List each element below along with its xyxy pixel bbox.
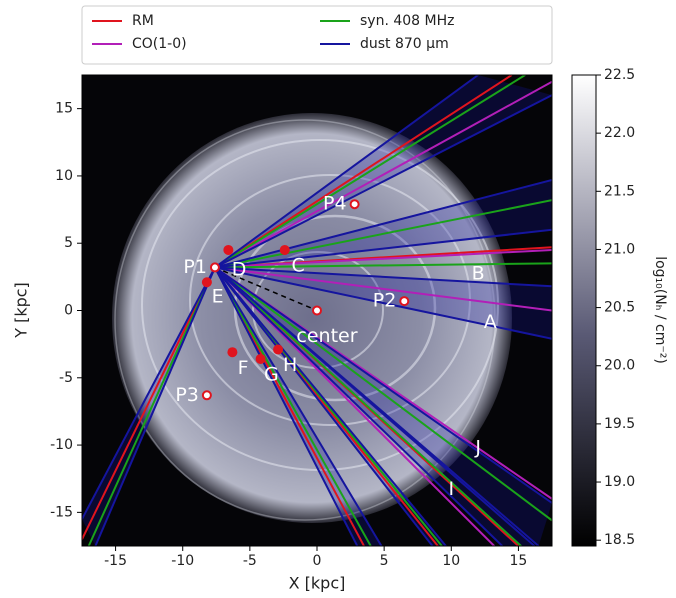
beam-label: A	[484, 311, 497, 333]
legend-label: syn. 408 MHz	[360, 13, 454, 29]
colorbar	[571, 74, 597, 547]
sightline	[82, 266, 216, 520]
sightline	[214, 94, 552, 269]
beam-label: B	[472, 263, 485, 285]
colorbar-tick-label: 20.5	[604, 300, 635, 316]
sightline	[214, 266, 372, 546]
y-tick-label: -15	[50, 504, 73, 520]
x-tick-label: -5	[243, 553, 257, 569]
colorbar-tick-label: 18.5	[604, 532, 635, 548]
line-to-center	[214, 266, 318, 312]
legend	[81, 5, 553, 65]
sightline	[214, 266, 552, 312]
beam-label: H	[283, 354, 297, 376]
legend-label: RM	[132, 13, 154, 29]
sightline	[214, 266, 552, 340]
x-tick-label: -15	[104, 553, 127, 569]
sightline	[214, 266, 552, 504]
sightline	[214, 75, 513, 269]
target-dot	[201, 277, 212, 288]
colorbar-tick-label: 20.0	[604, 358, 635, 374]
sightline	[214, 266, 434, 546]
sightline	[214, 266, 383, 546]
point-marker	[209, 262, 220, 273]
beam-label: I	[448, 478, 454, 500]
sightline	[214, 266, 536, 546]
colorbar-tick-label: 19.5	[604, 416, 635, 432]
beam-shade	[214, 75, 552, 268]
point-label: P2	[373, 290, 397, 312]
y-axis-label: Y [kpc]	[12, 282, 31, 339]
sightline	[214, 199, 552, 269]
colorbar-tick-label: 21.5	[604, 183, 635, 199]
target-dot	[273, 344, 284, 355]
y-tick-label: 15	[55, 101, 73, 117]
sightline	[214, 80, 552, 269]
sightline	[82, 266, 216, 540]
y-tick-label: -5	[59, 370, 73, 386]
colorbar-tick-label: 21.0	[604, 241, 635, 257]
sightline	[214, 266, 504, 546]
point-marker	[312, 305, 322, 316]
sightline	[214, 266, 552, 522]
beam-label: F	[238, 357, 249, 379]
sightline	[214, 248, 552, 269]
x-axis-label: X [kpc]	[289, 574, 346, 593]
beam-label: D	[232, 259, 247, 281]
sightline	[214, 75, 526, 269]
sightline	[214, 262, 552, 269]
beam-shade	[214, 267, 552, 546]
y-tick-label: 0	[64, 303, 73, 319]
point-marker	[201, 390, 212, 401]
point-marker	[349, 199, 360, 210]
y-tick-label: 5	[64, 235, 73, 251]
x-tick-label: -10	[171, 553, 194, 569]
beam-label: G	[264, 364, 279, 386]
x-tick-label: 5	[380, 553, 389, 569]
legend-label: dust 870 μm	[360, 36, 449, 52]
point-label: P4	[323, 193, 347, 215]
target-dot	[223, 244, 234, 255]
beam-label: E	[212, 286, 224, 308]
sightline	[214, 228, 552, 269]
sightline	[94, 267, 216, 546]
colorbar-label: log₁₀(Nₕ / cm⁻²)	[652, 256, 668, 364]
beam-label: C	[292, 255, 305, 277]
point-label: P1	[183, 256, 207, 278]
sightline	[214, 266, 359, 546]
sightline	[214, 178, 552, 269]
sightline	[214, 75, 479, 269]
sightline	[214, 266, 447, 546]
target-dot	[279, 244, 290, 255]
colorbar-tick-label: 22.0	[604, 125, 635, 141]
sightline	[214, 266, 552, 288]
legend-label: CO(1-0)	[132, 36, 187, 52]
sightline	[87, 267, 216, 546]
y-tick-label: -10	[50, 437, 73, 453]
point-label: P3	[175, 384, 199, 406]
sightline	[214, 266, 522, 546]
x-tick-label: 10	[442, 553, 460, 569]
point-marker	[399, 296, 410, 307]
target-dot	[227, 347, 238, 358]
colorbar-tick-label: 19.0	[604, 474, 635, 490]
x-tick-label: 15	[510, 553, 528, 569]
colorbar-tick-label: 22.5	[604, 67, 635, 83]
y-tick-label: 10	[55, 168, 73, 184]
point-label: center	[296, 325, 357, 347]
beam-label: J	[474, 436, 481, 458]
x-tick-label: 0	[313, 553, 322, 569]
target-dot	[255, 353, 266, 364]
